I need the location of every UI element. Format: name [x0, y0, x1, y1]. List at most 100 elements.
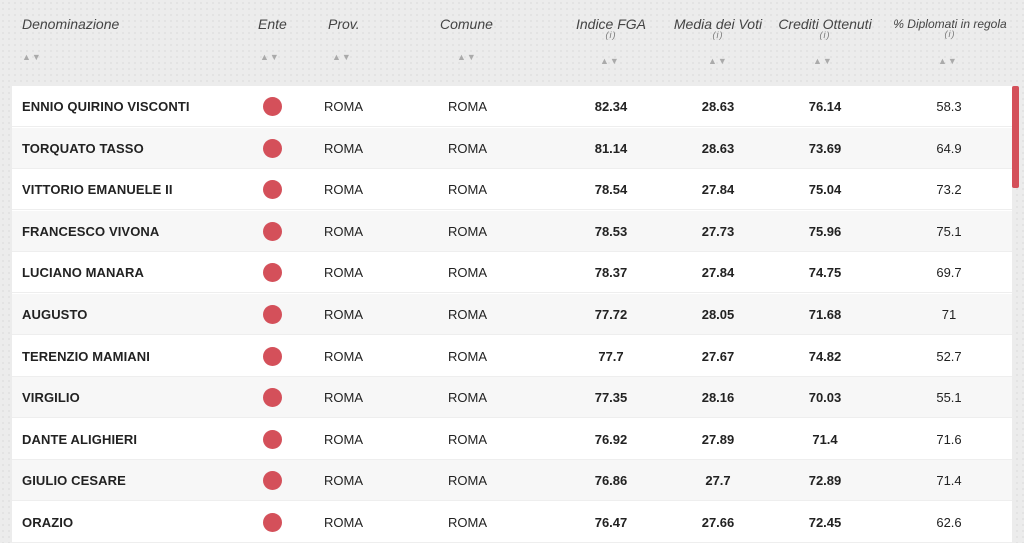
col-header-media-voti[interactable]: Media dei Voti (i)	[668, 16, 768, 40]
sort-arrows-icon[interactable]: ▲▼	[457, 52, 477, 62]
comune-cell: ROMA	[448, 390, 487, 406]
crediti-cell: 71.68	[808, 307, 842, 322]
table-row[interactable]: TERENZIO MAMIANI ROMA ROMA 77.7 27.67 74.82 52…	[12, 336, 1012, 377]
indice-fga-cell: 77.35	[594, 390, 628, 406]
school-name[interactable]: GIULIO CESARE	[22, 473, 126, 489]
prov-cell: ROMA	[324, 265, 363, 281]
col-header-denominazione[interactable]: Denominazione	[22, 16, 120, 32]
diplomati-cell: 71	[941, 307, 957, 322]
table-row[interactable]: FRANCESCO VIVONA ROMA ROMA 78.53 27.73 75.96 7…	[12, 210, 1012, 252]
ente-status-icon	[263, 97, 282, 116]
table-row[interactable]: DANTE ALIGHIERI ROMA ROMA 76.92 27.89 71.4 71.…	[12, 419, 1012, 460]
schools-table: ENNIO QUIRINO VISCONTI ROMA ROMA 82.34 28.63…	[12, 86, 1012, 543]
media-voti-cell: 27.67	[701, 348, 735, 364]
crediti-cell: 74.82	[808, 348, 842, 364]
school-name[interactable]: TERENZIO MAMIANI	[22, 348, 150, 364]
comune-cell: ROMA	[448, 182, 487, 198]
comune-cell: ROMA	[448, 348, 487, 364]
comune-cell: ROMA	[448, 99, 487, 114]
crediti-cell: 76.14	[808, 99, 842, 114]
media-voti-cell: 28.63	[701, 99, 735, 114]
col-header-indice-fga[interactable]: Indice FGA (i)	[570, 16, 652, 40]
info-icon[interactable]: (i)	[712, 30, 724, 40]
comune-cell: ROMA	[448, 515, 487, 530]
crediti-cell: 71.4	[812, 431, 838, 447]
table-row[interactable]: TORQUATO TASSO ROMA ROMA 81.14 28.63 73.69 64.…	[12, 127, 1012, 169]
media-voti-cell: 27.73	[701, 223, 735, 239]
school-name[interactable]: LUCIANO MANARA	[22, 265, 144, 281]
crediti-cell: 75.04	[808, 182, 842, 198]
school-name[interactable]: AUGUSTO	[22, 307, 88, 322]
prov-cell: ROMA	[324, 307, 363, 322]
comune-cell: ROMA	[448, 307, 487, 322]
diplomati-cell: 69.7	[936, 265, 962, 281]
sort-arrows-icon[interactable]: ▲▼	[938, 56, 958, 66]
sort-arrows-icon[interactable]: ▲▼	[600, 56, 620, 66]
info-icon[interactable]: (i)	[944, 29, 956, 39]
crediti-cell: 74.75	[808, 265, 842, 281]
ente-status-icon	[263, 263, 282, 283]
prov-cell: ROMA	[324, 390, 363, 406]
indice-fga-cell: 76.47	[594, 515, 628, 530]
school-name[interactable]: VITTORIO EMANUELE II	[22, 182, 173, 198]
school-name[interactable]: ENNIO QUIRINO VISCONTI	[22, 99, 190, 114]
indice-fga-cell: 81.14	[594, 140, 628, 156]
ente-status-icon	[263, 429, 282, 449]
table-row[interactable]: AUGUSTO ROMA ROMA 77.72 28.05 71.68 71	[12, 294, 1012, 335]
sort-arrows-icon[interactable]: ▲▼	[22, 52, 42, 62]
school-name[interactable]: VIRGILIO	[22, 390, 80, 406]
indice-fga-cell: 76.86	[594, 473, 628, 489]
crediti-cell: 73.69	[808, 140, 842, 156]
indice-fga-cell: 78.53	[594, 223, 628, 239]
media-voti-cell: 27.89	[701, 431, 735, 447]
indice-fga-cell: 77.72	[594, 307, 628, 322]
col-header-prov[interactable]: Prov.	[328, 16, 360, 32]
crediti-cell: 75.96	[808, 223, 842, 239]
col-header-ente[interactable]: Ente	[258, 16, 287, 32]
col-header-comune[interactable]: Comune	[440, 16, 493, 32]
scrollbar-thumb[interactable]	[1012, 86, 1019, 188]
diplomati-cell: 73.2	[936, 182, 962, 198]
comune-cell: ROMA	[448, 431, 487, 447]
ente-status-icon	[263, 346, 282, 366]
ente-status-icon	[263, 388, 282, 408]
info-icon[interactable]: (i)	[819, 30, 831, 40]
school-name[interactable]: FRANCESCO VIVONA	[22, 223, 160, 239]
crediti-cell: 72.45	[808, 515, 842, 530]
diplomati-cell: 64.9	[936, 140, 962, 156]
prov-cell: ROMA	[324, 99, 363, 114]
prov-cell: ROMA	[324, 348, 363, 364]
diplomati-cell: 55.1	[936, 390, 962, 406]
table-row[interactable]: LUCIANO MANARA ROMA ROMA 78.37 27.84 74.75 69.…	[12, 252, 1012, 294]
table-row[interactable]: VITTORIO EMANUELE II ROMA ROMA 78.54 27.84 75…	[12, 169, 1012, 211]
sort-arrows-icon[interactable]: ▲▼	[332, 52, 352, 62]
media-voti-cell: 27.84	[701, 265, 735, 281]
school-name[interactable]: TORQUATO TASSO	[22, 140, 144, 156]
prov-cell: ROMA	[324, 223, 363, 239]
comune-cell: ROMA	[448, 223, 487, 239]
table-row[interactable]: VIRGILIO ROMA ROMA 77.35 28.16 70.03 55.1	[12, 377, 1012, 419]
ente-status-icon	[263, 138, 282, 158]
media-voti-cell: 28.16	[701, 390, 735, 406]
sort-arrows-icon[interactable]: ▲▼	[708, 56, 728, 66]
table-row[interactable]: ENNIO QUIRINO VISCONTI ROMA ROMA 82.34 28.63…	[12, 86, 1012, 127]
sort-arrows-icon[interactable]: ▲▼	[813, 56, 833, 66]
info-icon[interactable]: (i)	[605, 30, 617, 40]
sort-arrows-icon[interactable]: ▲▼	[260, 52, 280, 62]
school-name[interactable]: DANTE ALIGHIERI	[22, 431, 138, 447]
col-header-diplomati[interactable]: % Diplomati in regola (i)	[882, 17, 1018, 39]
crediti-cell: 72.89	[808, 473, 842, 489]
diplomati-cell: 71.6	[936, 431, 962, 447]
prov-cell: ROMA	[324, 515, 363, 530]
table-row[interactable]: GIULIO CESARE ROMA ROMA 76.86 27.7 72.89 71.4	[12, 460, 1012, 502]
diplomati-cell: 52.7	[936, 348, 962, 364]
prov-cell: ROMA	[324, 140, 363, 156]
indice-fga-cell: 77.7	[598, 348, 624, 364]
table-row[interactable]: ORAZIO ROMA ROMA 76.47 27.66 72.45 62.6	[12, 502, 1012, 543]
ente-status-icon	[263, 221, 282, 241]
comune-cell: ROMA	[448, 473, 487, 489]
col-header-crediti[interactable]: Crediti Ottenuti (i)	[772, 16, 878, 40]
indice-fga-cell: 78.54	[594, 182, 628, 198]
media-voti-cell: 27.84	[701, 182, 735, 198]
school-name[interactable]: ORAZIO	[22, 515, 74, 530]
